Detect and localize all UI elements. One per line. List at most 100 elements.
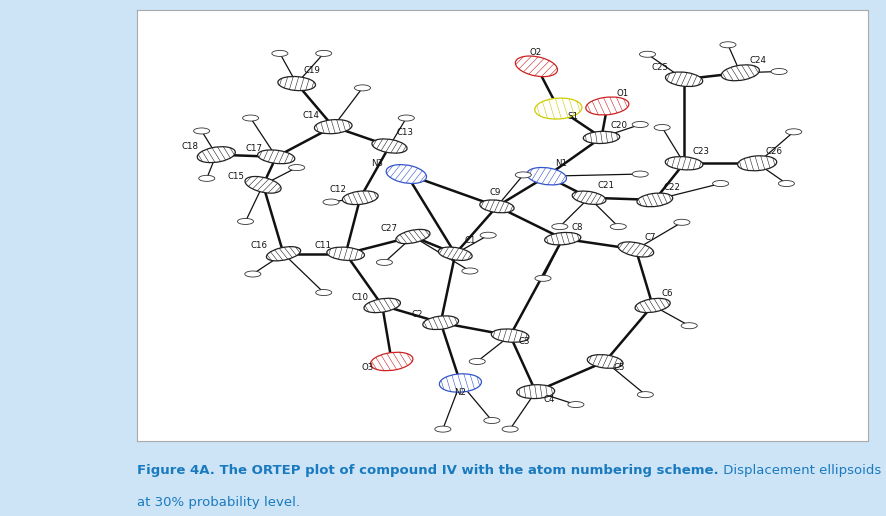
Ellipse shape [272, 51, 288, 56]
Ellipse shape [637, 193, 672, 207]
Text: C26: C26 [766, 147, 783, 155]
Ellipse shape [372, 139, 407, 153]
Ellipse shape [315, 289, 331, 296]
Text: C5: C5 [614, 363, 626, 372]
Text: O2: O2 [529, 48, 541, 57]
Ellipse shape [516, 172, 532, 178]
Ellipse shape [635, 298, 670, 313]
Ellipse shape [243, 115, 259, 121]
Text: O1: O1 [616, 89, 628, 98]
Ellipse shape [480, 200, 514, 213]
Ellipse shape [258, 150, 295, 164]
Ellipse shape [712, 181, 728, 187]
Text: C24: C24 [750, 56, 766, 65]
Ellipse shape [278, 76, 315, 91]
Ellipse shape [435, 426, 451, 432]
Ellipse shape [396, 230, 430, 244]
Ellipse shape [342, 191, 378, 204]
Ellipse shape [610, 223, 626, 230]
Ellipse shape [364, 298, 400, 313]
Ellipse shape [462, 268, 478, 274]
Text: C1: C1 [464, 236, 476, 245]
Ellipse shape [618, 242, 654, 257]
Ellipse shape [470, 359, 486, 364]
Ellipse shape [399, 115, 415, 121]
Text: C9: C9 [490, 188, 501, 197]
Text: C7: C7 [645, 233, 657, 241]
Ellipse shape [439, 374, 481, 392]
Text: C22: C22 [664, 183, 680, 192]
Ellipse shape [315, 51, 331, 56]
Text: C8: C8 [571, 223, 583, 232]
Ellipse shape [439, 247, 472, 261]
Text: at 30% probability level.: at 30% probability level. [137, 496, 300, 509]
Ellipse shape [315, 120, 352, 134]
Ellipse shape [552, 223, 568, 230]
Text: C17: C17 [245, 144, 262, 153]
Text: C27: C27 [380, 224, 397, 233]
Text: C10: C10 [352, 293, 369, 302]
Ellipse shape [545, 232, 581, 245]
Text: N2: N2 [455, 388, 467, 397]
Ellipse shape [327, 247, 364, 261]
Ellipse shape [681, 322, 697, 329]
Text: C4: C4 [543, 395, 555, 404]
Text: C18: C18 [181, 142, 198, 151]
Ellipse shape [568, 401, 584, 408]
Ellipse shape [786, 129, 802, 135]
Text: C12: C12 [330, 185, 346, 195]
Ellipse shape [377, 260, 392, 265]
Text: C23: C23 [693, 147, 710, 155]
Text: Displacement ellipsoids are drawn: Displacement ellipsoids are drawn [719, 464, 886, 477]
Ellipse shape [535, 98, 582, 119]
Ellipse shape [492, 329, 529, 342]
Text: C13: C13 [397, 128, 414, 137]
Text: C6: C6 [662, 289, 673, 298]
Text: C3: C3 [519, 337, 531, 346]
Text: C20: C20 [610, 121, 627, 130]
Ellipse shape [194, 128, 210, 134]
Ellipse shape [771, 69, 787, 74]
Text: C11: C11 [315, 241, 332, 250]
Text: C19: C19 [304, 66, 321, 75]
Ellipse shape [572, 191, 606, 204]
Ellipse shape [587, 354, 623, 368]
Ellipse shape [323, 199, 339, 205]
Text: C16: C16 [251, 241, 268, 250]
Ellipse shape [637, 392, 653, 398]
Ellipse shape [484, 417, 500, 424]
Ellipse shape [779, 181, 795, 187]
Ellipse shape [354, 85, 370, 91]
Ellipse shape [665, 72, 703, 87]
Ellipse shape [386, 165, 426, 184]
Ellipse shape [517, 385, 555, 398]
Ellipse shape [267, 247, 300, 261]
Text: O3: O3 [361, 363, 373, 372]
Ellipse shape [640, 51, 656, 57]
Ellipse shape [423, 316, 459, 330]
Text: N3: N3 [371, 158, 384, 168]
Ellipse shape [738, 156, 777, 171]
Ellipse shape [535, 276, 551, 281]
Ellipse shape [245, 176, 281, 193]
Ellipse shape [198, 175, 214, 181]
Text: C14: C14 [302, 111, 320, 120]
Ellipse shape [633, 171, 649, 177]
Ellipse shape [654, 124, 670, 131]
Ellipse shape [720, 42, 736, 48]
Text: S1: S1 [567, 111, 579, 121]
Ellipse shape [237, 218, 253, 224]
Ellipse shape [516, 56, 557, 77]
Ellipse shape [633, 121, 649, 127]
Ellipse shape [245, 271, 260, 277]
Ellipse shape [502, 426, 518, 432]
Ellipse shape [586, 97, 629, 115]
Ellipse shape [583, 132, 619, 143]
Ellipse shape [370, 352, 413, 370]
Ellipse shape [480, 232, 496, 238]
Text: N1: N1 [556, 159, 567, 168]
Ellipse shape [674, 219, 690, 225]
Text: C21: C21 [598, 181, 615, 190]
Text: C25: C25 [651, 62, 668, 72]
Text: C15: C15 [228, 172, 245, 181]
